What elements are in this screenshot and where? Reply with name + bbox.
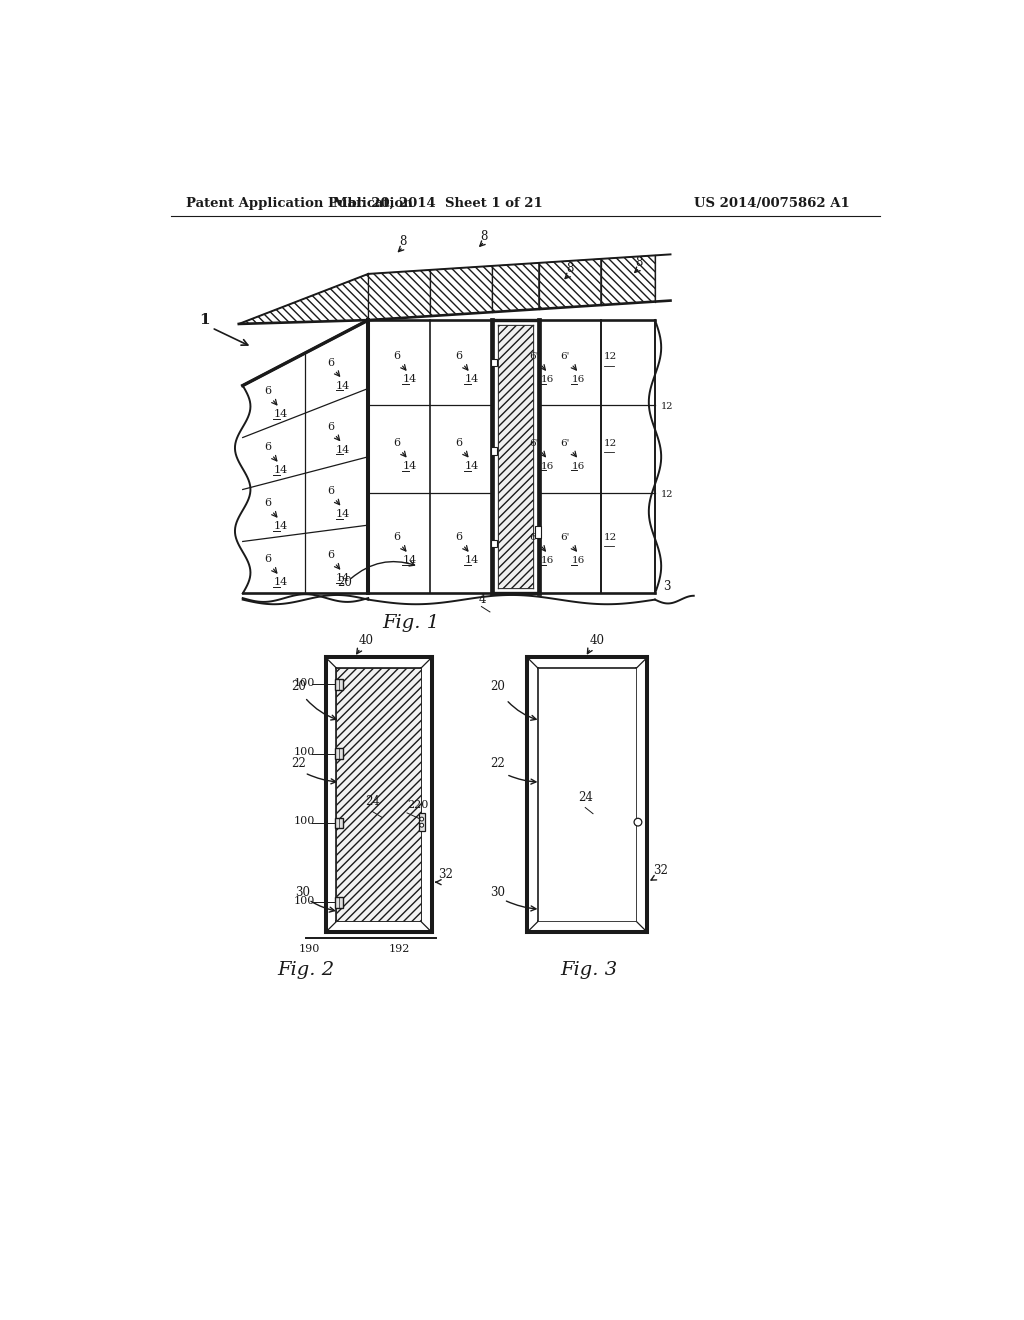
Text: Fig. 2: Fig. 2: [278, 961, 335, 978]
Text: 14: 14: [273, 521, 288, 531]
Text: 12: 12: [604, 352, 617, 362]
Text: 24: 24: [365, 795, 380, 808]
Text: 6: 6: [393, 532, 400, 543]
Text: 16: 16: [571, 556, 585, 565]
Text: 12: 12: [604, 533, 617, 543]
Polygon shape: [337, 668, 421, 921]
Bar: [335, 817, 343, 829]
Text: 6: 6: [393, 351, 400, 362]
Text: 20: 20: [489, 680, 505, 693]
Text: 14: 14: [464, 556, 478, 565]
Circle shape: [634, 818, 642, 826]
Text: 30: 30: [489, 886, 505, 899]
Text: Mar. 20, 2014  Sheet 1 of 21: Mar. 20, 2014 Sheet 1 of 21: [333, 197, 543, 210]
Text: 192: 192: [388, 944, 410, 954]
Text: 14: 14: [336, 573, 350, 583]
Text: 14: 14: [273, 577, 288, 587]
Polygon shape: [430, 265, 493, 315]
Text: 8: 8: [636, 256, 643, 269]
Text: 16: 16: [541, 556, 554, 565]
Bar: [335, 678, 343, 689]
Text: 22: 22: [489, 756, 505, 770]
Polygon shape: [601, 255, 655, 305]
Text: 12: 12: [662, 401, 674, 411]
Text: 220: 220: [407, 800, 428, 810]
Text: 30: 30: [295, 886, 309, 899]
Text: 40: 40: [590, 634, 605, 647]
Text: 8: 8: [480, 230, 488, 243]
Text: 20: 20: [337, 576, 352, 589]
Text: 16: 16: [541, 375, 554, 384]
Text: 40: 40: [359, 634, 374, 647]
Polygon shape: [239, 275, 369, 323]
Text: 8: 8: [399, 235, 407, 248]
Text: 6: 6: [455, 438, 462, 447]
Text: 22: 22: [291, 756, 305, 770]
Bar: [335, 896, 343, 908]
Text: 14: 14: [464, 375, 478, 384]
Bar: [419, 813, 425, 832]
Text: 6: 6: [393, 438, 400, 447]
Text: 20: 20: [291, 680, 305, 693]
Text: 14: 14: [464, 461, 478, 471]
Text: 16: 16: [571, 462, 585, 470]
Text: 6: 6: [264, 442, 271, 453]
Text: Patent Application Publication: Patent Application Publication: [186, 197, 413, 210]
Polygon shape: [493, 263, 539, 312]
Text: 32: 32: [438, 869, 453, 882]
Text: 6: 6: [264, 498, 271, 508]
Text: 100: 100: [294, 747, 315, 758]
Bar: [535, 525, 541, 539]
Text: 16: 16: [571, 375, 585, 384]
Text: 6: 6: [327, 486, 334, 496]
Polygon shape: [369, 269, 430, 321]
Text: 6': 6': [529, 533, 539, 543]
Text: 12: 12: [662, 490, 674, 499]
Text: 6': 6': [560, 440, 569, 447]
Text: 6: 6: [455, 351, 462, 362]
Text: 6: 6: [264, 387, 271, 396]
Text: 100: 100: [294, 817, 315, 826]
Text: 14: 14: [336, 445, 350, 455]
Circle shape: [420, 817, 424, 821]
Polygon shape: [538, 668, 636, 921]
Text: 32: 32: [653, 865, 669, 878]
Text: 14: 14: [273, 465, 288, 475]
Text: 4: 4: [479, 594, 486, 606]
Bar: [492, 359, 497, 367]
Text: 14: 14: [336, 510, 350, 519]
Text: 16: 16: [541, 462, 554, 470]
Text: 14: 14: [336, 380, 350, 391]
Text: 6: 6: [327, 550, 334, 560]
Text: 6: 6: [455, 532, 462, 543]
Text: 6': 6': [560, 533, 569, 543]
Polygon shape: [539, 259, 601, 309]
Text: 6': 6': [560, 352, 569, 362]
Text: 6: 6: [327, 358, 334, 367]
Text: 100: 100: [294, 896, 315, 906]
Text: 12: 12: [604, 440, 617, 447]
Text: 6: 6: [264, 554, 271, 565]
Text: US 2014/0075862 A1: US 2014/0075862 A1: [693, 197, 850, 210]
Text: 3: 3: [663, 579, 671, 593]
Text: Fig. 1: Fig. 1: [382, 614, 439, 632]
Text: 1: 1: [200, 313, 210, 327]
Text: 6: 6: [327, 422, 334, 432]
Text: 6': 6': [529, 440, 539, 447]
Text: 14: 14: [273, 409, 288, 420]
Bar: [492, 447, 497, 455]
Text: 24: 24: [578, 792, 593, 804]
Circle shape: [420, 824, 424, 828]
Text: 14: 14: [402, 375, 417, 384]
Text: 14: 14: [402, 556, 417, 565]
Text: 6': 6': [529, 352, 539, 362]
Text: 100: 100: [294, 678, 315, 688]
Text: 14: 14: [402, 461, 417, 471]
Text: 190: 190: [299, 944, 321, 954]
Bar: [335, 748, 343, 759]
Bar: [492, 540, 497, 548]
Polygon shape: [498, 326, 534, 589]
Text: 8: 8: [566, 263, 573, 276]
Text: Fig. 3: Fig. 3: [560, 961, 617, 978]
